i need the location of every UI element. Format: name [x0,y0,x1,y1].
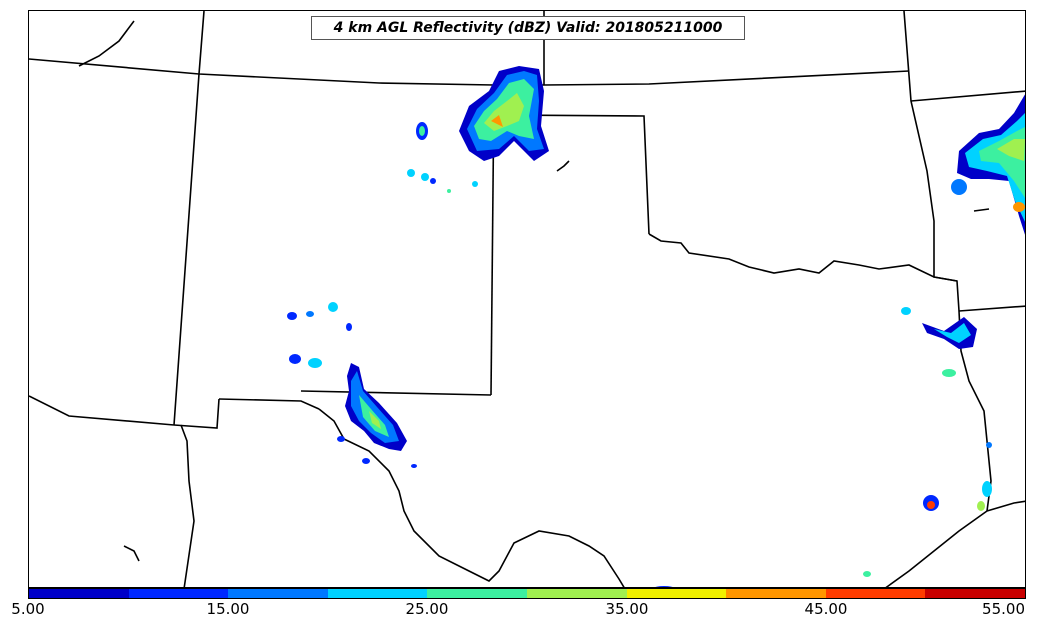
colorbar-segment [228,589,328,598]
colorbar-tick-label: 25.00 [405,600,449,618]
rio-grande [318,408,625,587]
gulf-coast [885,510,988,587]
lake-mark-2 [123,545,140,562]
state-borders [29,11,1025,587]
border-az [180,424,195,587]
map-title: 4 km AGL Reflectivity (dBZ) Valid: 20180… [311,16,745,40]
colorbar-segment [925,589,1025,598]
colorbar-segment [327,589,428,598]
border-nm-mexico [218,398,320,410]
lake-mark-4 [973,208,990,212]
border-tx-nm-south [300,390,492,396]
colorbar-tick-label: 15.00 [206,600,250,618]
colorbar-tick-label: 5.00 [11,600,45,618]
colorbar-tick-label: 35.00 [605,600,649,618]
colorbar-segment [427,589,527,598]
colorbar-tick-label: 45.00 [804,600,848,618]
lake-mark-3 [78,20,135,67]
colorbar-tick-label: 55.00 [982,600,1025,618]
louisiana-coast [986,500,1025,512]
colorbar-segment [626,589,727,598]
reflectivity-echoes [287,66,1025,587]
border-nm-bootheel [173,398,220,429]
colorbar [28,588,1026,599]
border-ok-panhandle [493,114,650,235]
colorbar-segment [825,589,926,598]
border-ca-az [29,395,175,426]
border-mo-ar [910,90,1025,102]
border-tx-la [958,310,992,512]
border-west-vertical [173,11,205,426]
border-north [29,58,910,86]
border-ar-la [958,305,1025,312]
lake-mark [556,160,570,172]
colorbar-segment [29,589,129,598]
map-canvas [29,11,1025,587]
colorbar-segment [128,589,229,598]
border-red-river [648,233,958,282]
map-panel [28,10,1026,588]
colorbar-segment [526,589,627,598]
colorbar-segment [726,589,826,598]
